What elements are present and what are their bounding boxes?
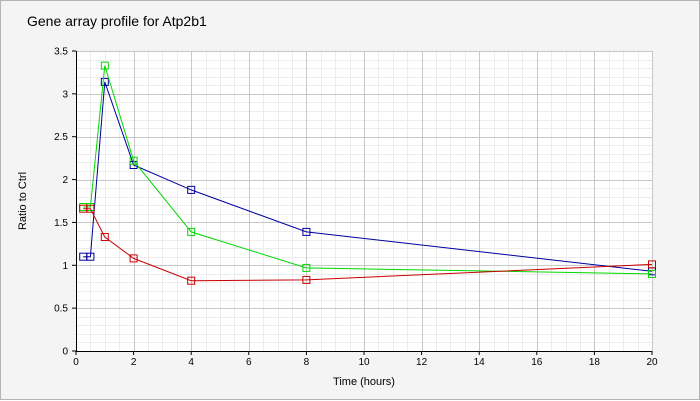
y-tick-label: 0.5 xyxy=(54,304,68,315)
data-point-marker xyxy=(86,204,95,213)
data-point-marker xyxy=(187,185,196,194)
data-point-marker xyxy=(187,227,196,236)
data-point-marker xyxy=(129,156,138,165)
data-point-marker xyxy=(100,61,109,70)
x-tick-label: 4 xyxy=(188,357,194,368)
x-tick-label: 20 xyxy=(646,357,658,368)
x-tick-label: 12 xyxy=(416,357,428,368)
y-tick-label: 3 xyxy=(62,89,68,100)
series-line-1 xyxy=(83,81,653,272)
x-tick-label: 14 xyxy=(474,357,486,368)
series-line-2 xyxy=(83,65,653,275)
x-tick-label: 16 xyxy=(531,357,543,368)
y-tick-label: 1 xyxy=(62,261,68,272)
y-tick-label: 0 xyxy=(62,347,68,358)
series-layer xyxy=(79,61,656,285)
data-point-marker xyxy=(648,260,656,269)
data-point-marker xyxy=(302,275,311,284)
data-point-marker xyxy=(129,254,138,263)
y-tick-label: 2.5 xyxy=(54,132,68,143)
data-point-marker xyxy=(100,233,109,241)
y-tick-label: 1.5 xyxy=(54,218,68,229)
y-tick-label: 3.5 xyxy=(54,47,68,58)
data-point-marker xyxy=(648,269,656,278)
x-tick-labels: 0 2 4 6 8 10 12 14 16 18 20 xyxy=(73,351,658,368)
data-point-marker xyxy=(86,252,95,261)
x-tick-label: 2 xyxy=(131,357,137,368)
chart-title: Gene array profile for Atp2b1 xyxy=(27,13,207,29)
x-tick-label: 10 xyxy=(358,357,370,368)
x-axis-label: Time (hours) xyxy=(333,376,395,388)
x-tick-label: 6 xyxy=(246,357,252,368)
y-tick-label: 2 xyxy=(62,175,68,186)
x-tick-label: 8 xyxy=(304,357,310,368)
data-point-marker xyxy=(100,77,109,86)
data-point-marker xyxy=(187,276,196,285)
x-tick-label: 0 xyxy=(73,357,79,368)
data-point-marker xyxy=(302,263,311,272)
series-line-3 xyxy=(83,208,653,282)
y-tick-labels: 0 0.5 1 1.5 2 2.5 3 3.5 xyxy=(54,47,76,358)
data-point-marker xyxy=(302,227,311,236)
x-tick-label: 18 xyxy=(589,357,601,368)
y-axis-label: Ratio to Ctrl xyxy=(17,172,29,230)
